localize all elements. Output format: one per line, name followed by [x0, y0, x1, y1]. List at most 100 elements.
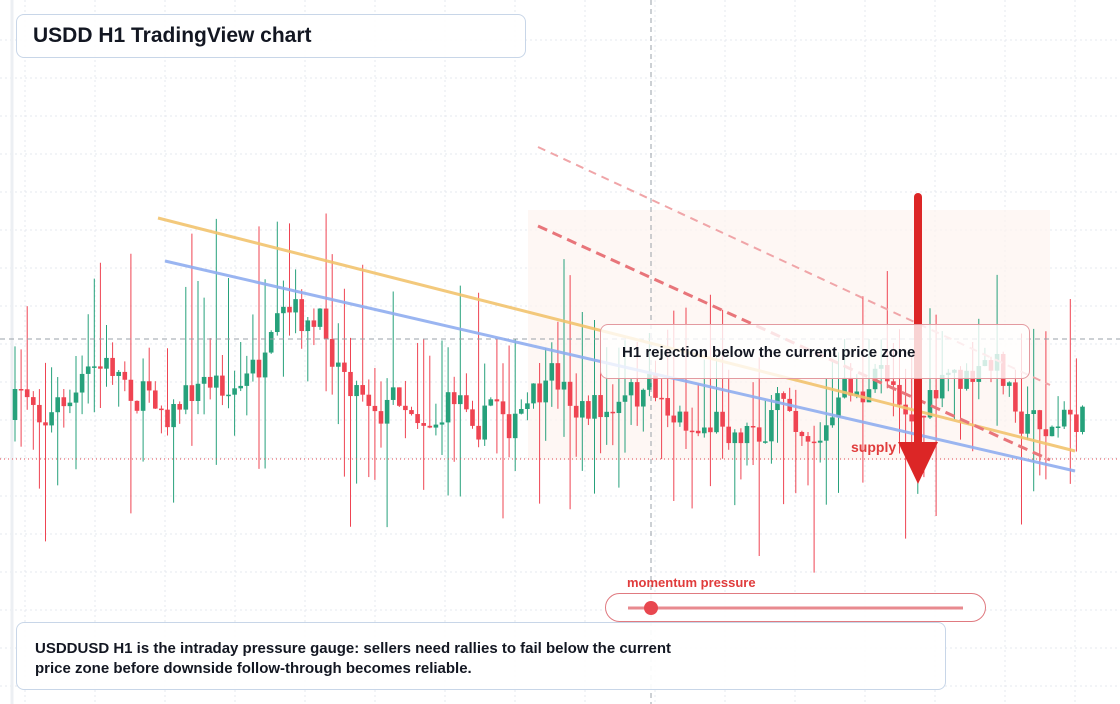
candle — [799, 431, 805, 437]
candle — [1068, 409, 1073, 415]
candle — [122, 371, 128, 380]
candle — [433, 424, 439, 428]
candle — [323, 308, 329, 339]
gauge-track — [628, 601, 963, 615]
candle — [397, 387, 402, 406]
candle — [641, 389, 646, 407]
candle — [49, 412, 54, 426]
candle — [427, 425, 433, 428]
candle — [586, 401, 591, 419]
candle — [744, 425, 750, 444]
candle — [543, 380, 548, 403]
candle — [781, 393, 786, 399]
candle — [256, 359, 262, 378]
gauge-knob — [644, 601, 658, 615]
candle — [128, 379, 134, 401]
candle — [927, 390, 933, 418]
candle — [824, 425, 829, 441]
candle — [348, 371, 353, 397]
candle — [146, 381, 152, 391]
candle — [140, 381, 146, 411]
candle — [67, 402, 73, 407]
candle — [1031, 410, 1036, 415]
candle — [293, 299, 298, 313]
footer-box: USDDUSD H1 is the intraday pressure gaug… — [16, 622, 946, 690]
candle — [610, 411, 616, 414]
candle — [244, 373, 250, 386]
candle — [665, 398, 670, 416]
candle — [647, 373, 652, 390]
candle — [207, 376, 213, 388]
candle — [903, 404, 908, 415]
candle — [458, 395, 463, 405]
candle — [201, 376, 207, 384]
candle — [73, 392, 79, 403]
candle — [763, 441, 768, 443]
candle — [12, 389, 18, 420]
candle — [116, 371, 121, 376]
gauge — [605, 593, 986, 622]
candle — [488, 399, 494, 406]
candle — [110, 357, 115, 376]
candle — [1007, 382, 1012, 386]
candle — [329, 338, 335, 367]
candle — [482, 405, 487, 440]
candle — [1019, 411, 1024, 434]
title: USDD H1 TradingView chart — [33, 24, 312, 47]
candle — [275, 313, 280, 333]
candle — [628, 382, 634, 396]
candle — [555, 363, 561, 390]
candle — [842, 377, 847, 398]
candle — [592, 395, 597, 419]
candle — [506, 414, 512, 439]
candle — [1074, 414, 1079, 432]
candle — [830, 417, 835, 426]
candle — [342, 362, 347, 372]
candle — [366, 394, 372, 406]
candle — [31, 397, 36, 405]
candle — [281, 306, 286, 314]
candle — [421, 423, 426, 426]
candle — [451, 392, 457, 405]
candle — [598, 395, 603, 418]
candle — [695, 430, 701, 434]
candle — [189, 385, 195, 402]
candle — [561, 381, 567, 390]
candle — [79, 373, 85, 393]
candle — [268, 332, 274, 353]
candle — [769, 410, 774, 442]
footer-text: USDDUSD H1 is the intraday pressure gaug… — [35, 640, 672, 677]
candle — [689, 430, 695, 433]
candle — [409, 410, 414, 415]
candle — [61, 397, 67, 407]
candle — [677, 411, 683, 423]
candle — [159, 408, 164, 411]
candle — [250, 359, 256, 374]
zone-label: supply — [851, 439, 897, 455]
candle — [354, 385, 359, 397]
candle — [854, 391, 860, 396]
candle — [104, 357, 109, 369]
candle — [153, 390, 158, 409]
candle — [519, 408, 524, 414]
candle — [659, 397, 664, 400]
candle — [494, 399, 500, 402]
candle — [220, 375, 225, 396]
candle — [836, 397, 841, 418]
candle — [464, 395, 469, 410]
candle — [55, 397, 60, 413]
candle — [226, 394, 231, 397]
candle — [616, 401, 622, 414]
candle — [512, 413, 518, 439]
candle — [85, 366, 91, 374]
channel-line — [537, 146, 1051, 386]
candle — [98, 366, 103, 369]
candle — [634, 382, 640, 407]
candle — [92, 366, 97, 368]
candle — [622, 395, 628, 402]
annotation: H1 rejection below the current price zon… — [622, 344, 916, 361]
candle — [653, 373, 658, 398]
candle — [287, 306, 292, 313]
candle — [537, 383, 542, 403]
candle — [1055, 426, 1061, 428]
